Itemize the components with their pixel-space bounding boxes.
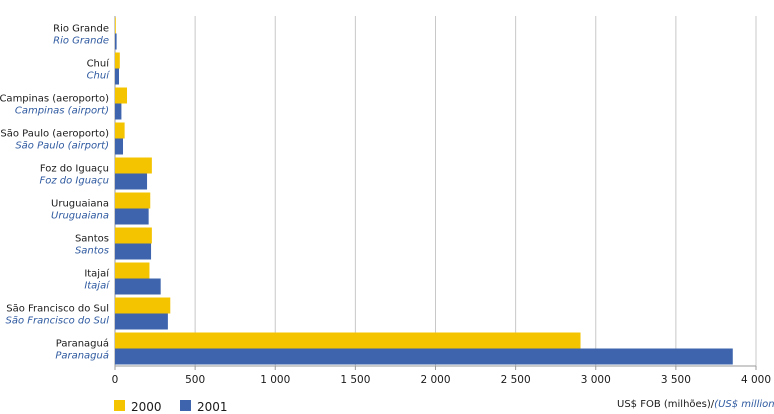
category-label-pt: São Paulo (aeroporto) xyxy=(0,129,109,140)
x-tick-label: 1 000 xyxy=(260,374,290,386)
category-label-pt: Chuí xyxy=(87,58,111,70)
legend: 2000 2001 xyxy=(114,400,228,414)
legend-swatch-2000 xyxy=(114,400,125,411)
bar-2000 xyxy=(115,123,125,139)
bar-2001 xyxy=(115,34,117,50)
x-tick-label: 3 000 xyxy=(581,374,611,386)
bar-2000 xyxy=(115,263,149,279)
category-label-en: Chuí xyxy=(87,70,111,82)
x-axis-title-pt: US$ FOB (milhões)/ xyxy=(617,399,715,410)
bar-2001 xyxy=(115,244,151,260)
x-tick-label: 2 500 xyxy=(501,374,531,386)
category-label-pt: Campinas (aeroporto) xyxy=(0,94,109,105)
bars xyxy=(115,18,733,365)
category-label-en: Campinas (airport) xyxy=(15,106,109,117)
bar-2000 xyxy=(115,88,127,104)
bar-2001 xyxy=(115,139,123,155)
x-tick-label: 3 500 xyxy=(661,374,691,386)
category-label-pt: Itajaí xyxy=(84,268,110,280)
bar-2000 xyxy=(115,333,581,349)
bar-2000 xyxy=(115,298,170,314)
category-label-pt: Paranaguá xyxy=(56,338,109,350)
gridlines xyxy=(115,16,756,366)
category-label-en: Paranaguá xyxy=(55,350,109,362)
category-label-en: Foz do Iguaçu xyxy=(39,176,109,187)
legend-swatch-2001 xyxy=(180,400,191,411)
legend-label-2000: 2000 xyxy=(131,400,162,414)
category-label-pt: Santos xyxy=(75,234,109,245)
category-label-en: São Francisco do Sul xyxy=(6,316,110,327)
category-label-en: Uruguaiana xyxy=(51,211,109,222)
bar-2000 xyxy=(115,228,152,244)
bar-2001 xyxy=(115,69,119,85)
category-label-en: Itajaí xyxy=(84,280,110,292)
x-tick-label: 500 xyxy=(185,374,205,386)
x-axis-title: US$ FOB (milhões)/(US$ million FOB) xyxy=(617,399,774,410)
bar-2001 xyxy=(115,314,168,330)
bar-2000 xyxy=(115,53,120,69)
category-label-pt: Rio Grande xyxy=(53,24,109,35)
bar-2001 xyxy=(115,174,147,190)
x-tick-label: 0 xyxy=(112,374,119,386)
category-label-en: Rio Grande xyxy=(53,36,109,47)
x-tick-labels: 0 500 1 000 1 500 2 000 2 500 3 000 3 500 4 000 xyxy=(112,366,771,386)
x-tick-label: 2 000 xyxy=(420,374,450,386)
bar-2000 xyxy=(115,193,150,209)
x-axis-title-en: (US$ million FOB) xyxy=(714,399,774,410)
legend-label-2001: 2001 xyxy=(197,400,228,414)
bar-2001 xyxy=(115,349,733,365)
bar-2000 xyxy=(115,18,116,34)
bar-2001 xyxy=(115,279,161,295)
x-tick-label: 1 500 xyxy=(340,374,370,386)
bar-2001 xyxy=(115,209,149,225)
category-label-en: Santos xyxy=(75,246,109,257)
bar-2000 xyxy=(115,158,152,174)
category-label-pt: Foz do Iguaçu xyxy=(40,164,109,175)
category-label-pt: Uruguaiana xyxy=(51,199,109,210)
category-label-en: São Paulo (airport) xyxy=(15,141,109,152)
x-tick-label: 4 000 xyxy=(741,374,771,386)
bar-2001 xyxy=(115,104,121,120)
category-label-pt: São Francisco do Sul xyxy=(6,304,109,315)
